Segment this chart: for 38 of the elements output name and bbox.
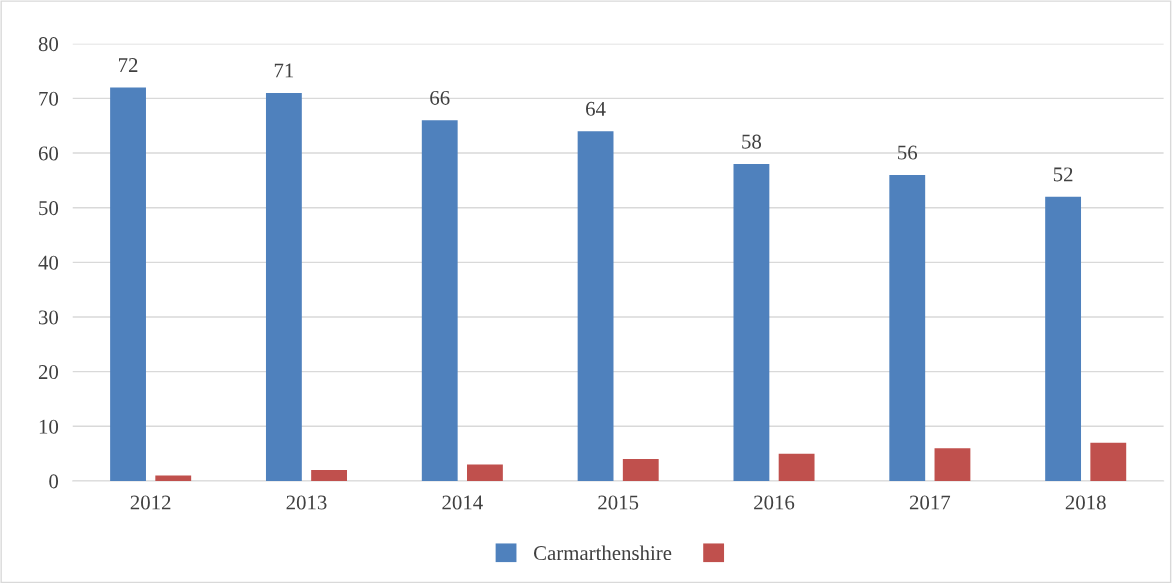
x-tick-label: 2018 — [1065, 495, 1106, 510]
x-tick-label: 2014 — [442, 495, 483, 510]
legend-label: Carmarthenshire — [533, 545, 672, 561]
y-tick-label: 0 — [49, 474, 59, 489]
y-tick-label: 20 — [38, 365, 59, 380]
data-label: 66 — [430, 90, 450, 105]
bar — [733, 163, 770, 481]
y-tick-label: 30 — [39, 310, 59, 325]
bar — [311, 470, 348, 481]
bar — [1045, 196, 1082, 481]
bar — [467, 464, 503, 481]
y-tick-label: 50 — [39, 201, 59, 216]
y-tick-label: 70 — [39, 91, 59, 106]
bar — [577, 131, 614, 481]
bar — [778, 453, 815, 481]
bar — [934, 448, 971, 481]
bar — [1090, 442, 1127, 481]
bar — [889, 174, 926, 481]
y-tick-label: 40 — [38, 255, 59, 270]
data-label: 64 — [586, 101, 606, 116]
bar — [155, 475, 192, 481]
data-label: 72 — [119, 58, 138, 72]
data-label: 58 — [742, 134, 762, 149]
x-tick-label: 2017 — [909, 495, 951, 510]
y-tick-label: 10 — [39, 419, 59, 434]
data-label: 56 — [898, 145, 918, 160]
bar — [110, 87, 146, 481]
y-tick-label: 60 — [38, 146, 59, 161]
x-tick-label: 2015 — [598, 495, 639, 510]
data-label: 52 — [1053, 167, 1073, 182]
y-tick-label: 80 — [38, 37, 59, 52]
x-tick-label: 2013 — [286, 495, 327, 510]
bar — [265, 92, 302, 481]
bar — [421, 120, 458, 481]
bar — [622, 459, 659, 481]
x-tick-label: 2012 — [130, 495, 171, 510]
data-label: 71 — [274, 63, 294, 78]
x-tick-label: 2016 — [754, 495, 795, 510]
